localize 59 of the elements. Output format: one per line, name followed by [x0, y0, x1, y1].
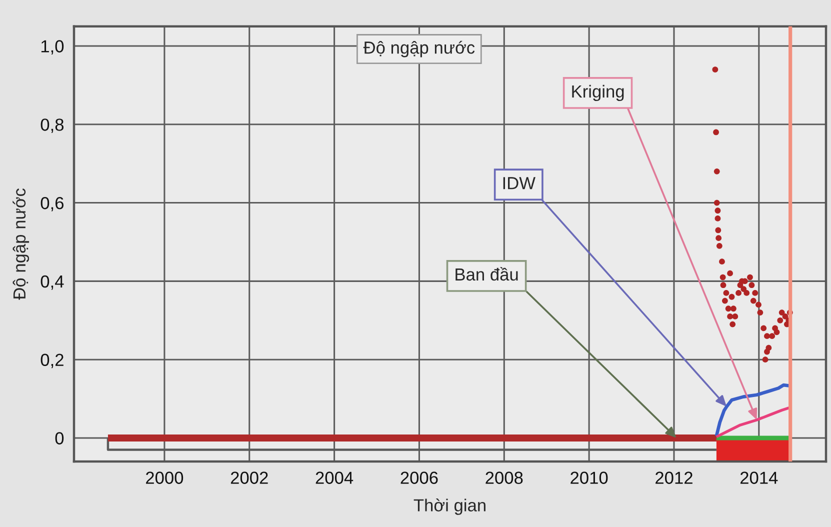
text: Độ ngập nước	[363, 40, 475, 58]
point	[720, 274, 726, 280]
point	[756, 302, 762, 308]
point	[750, 298, 756, 304]
point	[722, 298, 728, 304]
x-tick-label: 2002	[230, 472, 268, 484]
y-tick-label: 0,2	[40, 354, 64, 368]
point	[716, 242, 722, 249]
point	[715, 227, 722, 234]
y-tick-label: 0,4	[40, 275, 64, 290]
point	[716, 235, 722, 242]
x-tick-label: 2014	[740, 472, 778, 484]
y-tick-label: 1,0	[41, 40, 64, 55]
x-tick-label: 2000	[146, 472, 184, 484]
point	[760, 325, 767, 332]
point	[714, 208, 721, 214]
point	[714, 216, 721, 222]
point	[757, 310, 764, 316]
point	[712, 66, 718, 72]
point	[747, 274, 753, 280]
point	[774, 329, 780, 336]
annotation: IDW	[503, 177, 536, 190]
point	[782, 314, 788, 320]
point	[723, 290, 730, 296]
annotation: Kriging	[572, 84, 624, 102]
annotation: Ban đầu	[456, 267, 518, 281]
point	[764, 348, 770, 355]
point	[719, 258, 725, 265]
x-axis-title: Thời gian	[414, 498, 486, 515]
point	[714, 168, 720, 174]
x-tick-label: 2010	[570, 472, 608, 484]
point	[720, 282, 726, 288]
x-tick-label: 2004	[316, 472, 354, 484]
point	[777, 317, 784, 324]
point	[727, 270, 733, 276]
point	[748, 282, 755, 288]
point	[713, 129, 719, 136]
point	[725, 306, 732, 312]
point	[752, 290, 758, 296]
point	[762, 356, 768, 363]
y-tick-label: 0	[55, 432, 64, 444]
point	[728, 294, 735, 300]
y-axis-title: Độ ngập nước	[12, 188, 30, 300]
point	[714, 200, 720, 206]
point	[744, 290, 750, 296]
point	[778, 310, 785, 316]
y-tick-label: 0,8	[40, 118, 64, 133]
point	[769, 333, 776, 340]
point	[736, 290, 742, 296]
point	[727, 314, 733, 320]
point	[764, 333, 770, 340]
x-tick-label: 2012	[656, 472, 692, 484]
y-tick-label: 0,6	[40, 196, 64, 212]
point	[740, 286, 747, 292]
point	[732, 314, 738, 320]
x-tick-label: 2008	[486, 472, 523, 484]
point	[730, 306, 736, 312]
point	[730, 321, 736, 328]
x-tick-label: 2006	[400, 472, 438, 484]
